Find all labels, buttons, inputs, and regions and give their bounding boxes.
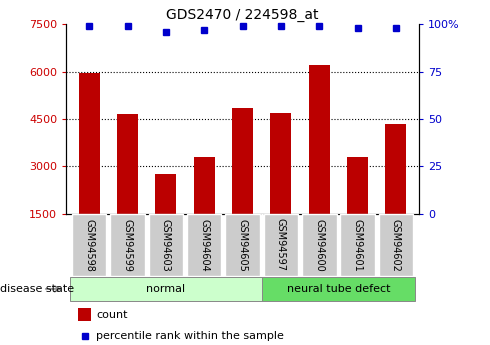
Text: GSM94605: GSM94605 — [238, 218, 247, 272]
Text: normal: normal — [147, 284, 185, 294]
Bar — [232, 108, 253, 214]
Text: GSM94604: GSM94604 — [199, 219, 209, 271]
Bar — [309, 65, 330, 214]
Text: GSM94602: GSM94602 — [391, 218, 401, 272]
FancyBboxPatch shape — [187, 214, 221, 276]
Text: GSM94599: GSM94599 — [122, 218, 132, 272]
Bar — [347, 157, 368, 214]
Bar — [78, 308, 91, 321]
Text: count: count — [97, 310, 128, 320]
Bar — [270, 113, 292, 214]
FancyBboxPatch shape — [341, 214, 375, 276]
FancyBboxPatch shape — [379, 214, 413, 276]
Bar — [194, 157, 215, 214]
Title: GDS2470 / 224598_at: GDS2470 / 224598_at — [166, 8, 319, 22]
FancyBboxPatch shape — [264, 214, 298, 276]
Bar — [155, 174, 176, 214]
Text: GSM94598: GSM94598 — [84, 218, 94, 272]
FancyBboxPatch shape — [70, 277, 262, 300]
Text: disease state: disease state — [0, 284, 74, 294]
Text: GSM94603: GSM94603 — [161, 219, 171, 271]
Bar — [386, 124, 407, 214]
Text: GSM94597: GSM94597 — [276, 218, 286, 272]
Bar — [78, 73, 99, 214]
Text: GSM94601: GSM94601 — [353, 219, 363, 271]
FancyBboxPatch shape — [302, 214, 337, 276]
Bar — [117, 114, 138, 214]
FancyBboxPatch shape — [72, 214, 106, 276]
Text: percentile rank within the sample: percentile rank within the sample — [97, 331, 284, 341]
FancyBboxPatch shape — [110, 214, 145, 276]
FancyBboxPatch shape — [262, 277, 415, 300]
Text: GSM94600: GSM94600 — [314, 219, 324, 271]
Text: neural tube defect: neural tube defect — [287, 284, 390, 294]
FancyBboxPatch shape — [148, 214, 183, 276]
FancyBboxPatch shape — [225, 214, 260, 276]
